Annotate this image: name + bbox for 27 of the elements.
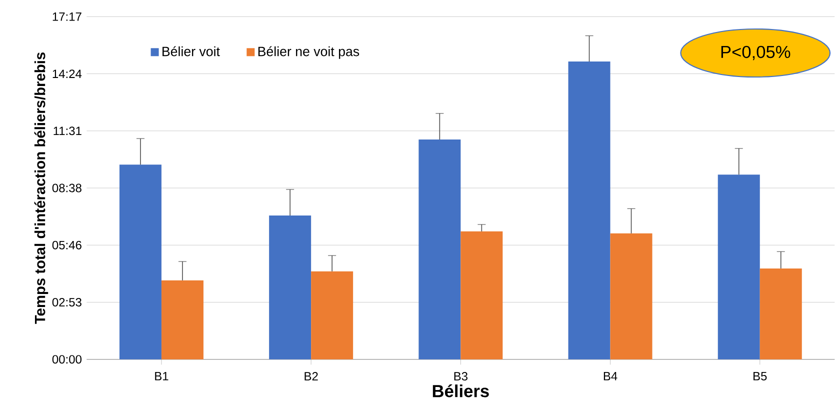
bar xyxy=(460,231,503,360)
annotation: P<0,05% xyxy=(721,46,790,60)
x-tick-label: B4 xyxy=(604,372,618,380)
x-tick-label: B2 xyxy=(304,372,318,380)
y-tick-label: 11:31 xyxy=(54,126,82,135)
bar xyxy=(568,61,610,360)
x-tick-label: B1 xyxy=(155,372,168,380)
y-axis-title: Temps total d'intéraction béliers/brebis xyxy=(34,52,48,324)
bar xyxy=(311,271,354,360)
y-tick-label: 17:17 xyxy=(52,12,82,21)
x-tick-label: B3 xyxy=(454,372,468,380)
x-axis-title: Béliers xyxy=(432,384,489,398)
y-tick-label: 00:00 xyxy=(52,354,82,364)
y-tick-label: 08:38 xyxy=(52,184,82,192)
y-tick-label: 14:24 xyxy=(52,69,82,78)
y-tick-label: 05:46 xyxy=(52,240,82,250)
bar xyxy=(610,233,652,360)
bar xyxy=(269,215,312,360)
legend-label: Bélier voit xyxy=(162,46,220,56)
x-tick-label: B5 xyxy=(754,372,767,380)
bar xyxy=(161,280,204,360)
bar xyxy=(418,139,461,360)
bar xyxy=(760,268,802,360)
bar xyxy=(119,164,162,360)
legend-label: Bélier ne voit pas xyxy=(258,46,360,59)
y-tick-label: 02:53 xyxy=(52,298,82,306)
bar xyxy=(718,174,760,360)
